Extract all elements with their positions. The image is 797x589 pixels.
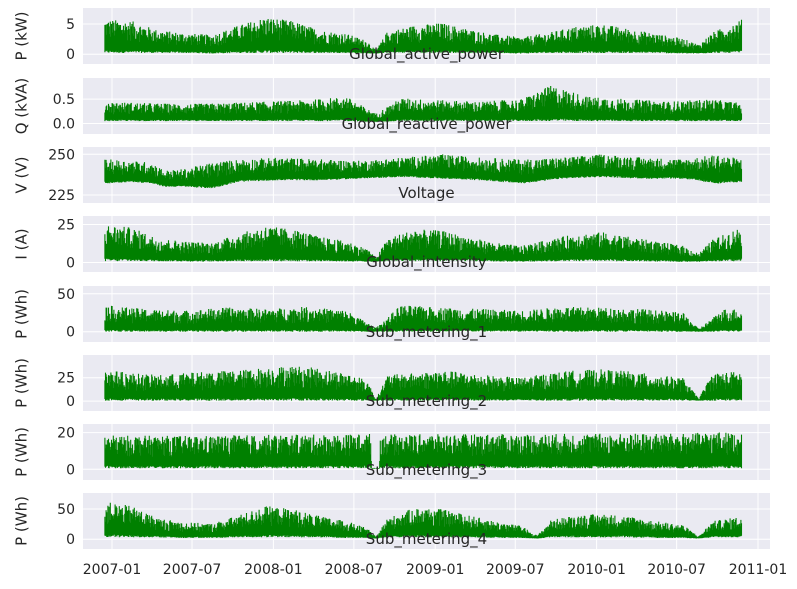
y-tick-label: 50	[57, 502, 75, 518]
panel-title: Sub_metering_3	[366, 461, 487, 480]
y-tick-label: 250	[48, 147, 75, 163]
y-tick-label: 25	[57, 218, 75, 234]
y-axis-label: I (A)	[13, 228, 31, 259]
y-axis-label: V (V)	[13, 157, 31, 194]
y-axis-label: P (Wh)	[13, 358, 31, 408]
y-tick-label: 0	[66, 532, 75, 548]
panel-title: Global_intensity	[366, 253, 487, 272]
y-tick-label: 225	[48, 188, 75, 204]
y-axis-label: Q (kVA)	[13, 78, 31, 135]
y-tick-label: 0	[66, 325, 75, 341]
y-tick-label: 50	[57, 287, 75, 303]
panel-title: Global_reactive_power	[342, 115, 513, 134]
panel-6: 0 25 P (Wh) Sub_metering_2	[13, 355, 771, 411]
y-tick-label: 25	[57, 371, 75, 387]
x-tick-label: 2010-01	[567, 562, 626, 578]
y-tick-label: 0	[66, 47, 75, 63]
panel-3: 225 250 V (V) Voltage	[13, 147, 771, 204]
y-tick-label: 0	[66, 394, 75, 410]
x-tick-label: 2011-01	[729, 562, 788, 578]
panel-4: 0 25 I (A) Global_intensity	[13, 216, 771, 272]
panel-8: 0 50 P (Wh) Sub_metering_4	[13, 493, 771, 549]
y-axis-label: P (kW)	[13, 11, 31, 60]
y-tick-label: 0.5	[53, 92, 75, 108]
panel-title: Voltage	[398, 184, 454, 202]
panel-title: Sub_metering_2	[366, 392, 487, 411]
y-tick-label: 20	[57, 426, 75, 442]
x-tick-label: 2007-01	[83, 562, 142, 578]
panel-title: Sub_metering_4	[366, 530, 487, 549]
panel-7: 0 20 P (Wh) Sub_metering_3	[13, 424, 771, 480]
panel-title: Sub_metering_1	[366, 323, 487, 342]
y-axis-label: P (Wh)	[13, 496, 31, 546]
x-tick-label: 2008-07	[325, 562, 384, 578]
panel-2: 0.0 0.5 Q (kVA) Global_reactive_power	[13, 78, 771, 135]
y-axis-label: P (Wh)	[13, 427, 31, 477]
x-tick-label: 2007-07	[163, 562, 222, 578]
y-tick-label: 0	[66, 255, 75, 271]
x-tick-label: 2008-01	[244, 562, 303, 578]
panel-title: Global_active_power	[349, 45, 505, 64]
x-tick-label: 2009-07	[486, 562, 545, 578]
panel-1: 0 5 P (kW) Global_active_power	[13, 8, 771, 64]
panel-5: 0 50 P (Wh) Sub_metering_1	[13, 286, 771, 342]
y-tick-label: 0	[66, 462, 75, 478]
x-tick-label: 2010-07	[647, 562, 706, 578]
y-axis-label: P (Wh)	[13, 289, 31, 339]
x-tick-label: 2009-01	[406, 562, 465, 578]
y-tick-label: 5	[66, 17, 75, 33]
y-tick-label: 0.0	[53, 117, 75, 133]
